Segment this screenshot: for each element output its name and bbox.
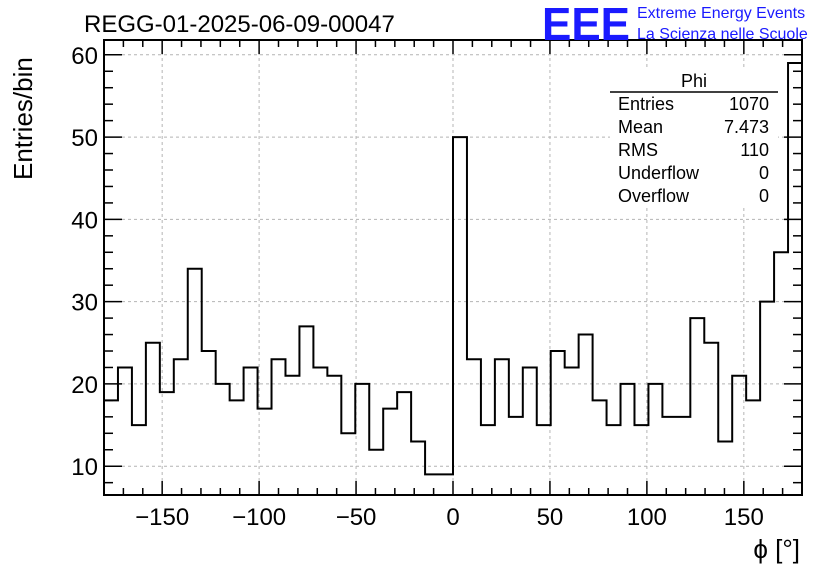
x-tick-label: −100 (232, 504, 286, 531)
chart-title: REGG-01-2025-06-09-00047 (84, 11, 395, 38)
x-tick-label: 100 (627, 504, 667, 531)
histogram-bin (732, 376, 746, 495)
histogram-bin (788, 63, 802, 495)
y-tick-label: 40 (71, 207, 98, 234)
histogram-bin (202, 351, 216, 495)
histogram-bin (676, 417, 690, 495)
histogram-bin (146, 343, 160, 495)
stats-title: Phi (681, 71, 707, 91)
histogram-bin (481, 425, 495, 495)
x-tick-label: −50 (336, 504, 377, 531)
histogram-bin (369, 450, 383, 495)
histogram-bin (132, 425, 146, 495)
histogram-bin (495, 359, 509, 495)
histogram-bin (285, 376, 299, 495)
histogram-bin (230, 400, 244, 495)
y-tick-label: 30 (71, 290, 98, 317)
histogram-bin (216, 384, 230, 495)
histogram-bin (551, 351, 565, 495)
stats-label-rms: RMS (618, 140, 658, 160)
histogram-bin (690, 318, 704, 495)
histogram-bin (244, 367, 258, 495)
histogram-bin (272, 359, 286, 495)
histogram-bin (355, 384, 369, 495)
histogram-bin (704, 343, 718, 495)
histogram-bin (397, 392, 411, 495)
histogram-bin (383, 409, 397, 495)
histogram-bin (607, 425, 621, 495)
histogram-bin (104, 400, 118, 495)
logo-letters: EEE (542, 0, 630, 50)
stats-label-entries: Entries (618, 94, 674, 114)
eee-logo: EEE Extreme Energy Events La Scienza nel… (542, 0, 808, 50)
histogram-bin (662, 417, 676, 495)
stats-value-mean: 7.473 (724, 117, 769, 137)
histogram-bin (565, 367, 579, 495)
stats-value-underflow: 0 (759, 163, 769, 183)
stats-value-rms: 110 (740, 140, 769, 160)
stats-label-underflow: Underflow (618, 163, 700, 183)
histogram-bin (593, 400, 607, 495)
stats-box: Phi Entries 1070 Mean 7.473 RMS 110 Unde… (610, 68, 778, 208)
y-tick-label: 20 (71, 372, 98, 399)
stats-value-entries: 1070 (729, 94, 769, 114)
axis-ticks (103, 40, 803, 495)
histogram-bin (299, 326, 313, 495)
histogram-bin (160, 392, 174, 495)
histogram-bin (537, 425, 551, 495)
y-axis-label: Entries/bin (8, 57, 38, 180)
y-tick-label: 10 (71, 454, 98, 481)
histogram-bin (439, 474, 453, 495)
histogram-bin (523, 367, 537, 495)
x-tick-label: 50 (537, 504, 564, 531)
x-tick-label: 0 (446, 504, 459, 531)
histogram-outline (104, 62, 802, 476)
histogram-bin (341, 433, 355, 495)
logo-line1: Extreme Energy Events (637, 5, 805, 22)
histogram-bin (411, 442, 425, 495)
histogram-bin (621, 384, 635, 495)
logo-line2: La Scienza nelle Scuole (637, 26, 808, 43)
histogram-bin (718, 442, 732, 495)
y-tick-label: 60 (71, 43, 98, 70)
histogram-bin (579, 335, 593, 495)
histogram-bin (327, 376, 341, 495)
x-tick-label: −150 (135, 504, 189, 531)
histogram-bin (509, 417, 523, 495)
histogram-bin (746, 400, 760, 495)
histogram-bin (188, 269, 202, 495)
y-tick-label: 50 (71, 125, 98, 152)
y-tick-labels: 10 20 30 40 50 60 (71, 43, 98, 481)
x-axis-label: ϕ [°] (753, 534, 800, 564)
stats-value-overflow: 0 (759, 186, 769, 206)
x-tick-labels: −150 −100 −50 0 50 100 150 (135, 504, 764, 531)
histogram-bin (467, 359, 481, 495)
histogram-bin (774, 252, 788, 495)
stats-label-mean: Mean (618, 117, 663, 137)
histogram-bin (760, 302, 774, 495)
stats-label-overflow: Overflow (618, 186, 690, 206)
histogram-bin (313, 367, 327, 495)
histogram-bin (648, 384, 662, 495)
histogram-bin (425, 474, 439, 495)
histogram-bin (174, 359, 188, 495)
histogram-bin (453, 137, 467, 495)
histogram-bin (118, 367, 132, 495)
x-tick-label: 150 (724, 504, 764, 531)
